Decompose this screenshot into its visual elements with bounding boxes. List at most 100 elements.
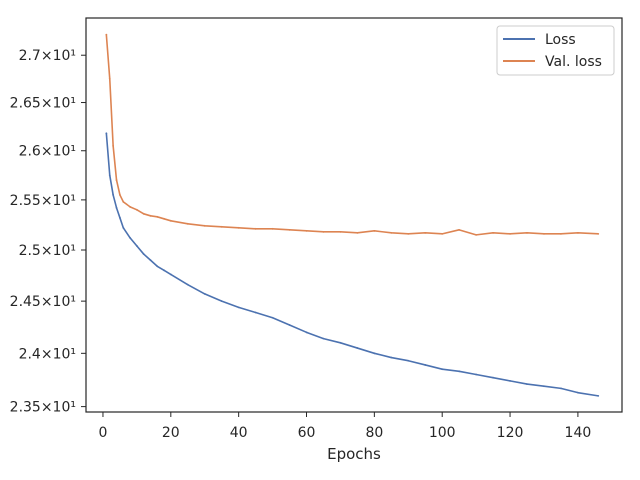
data-point-val-loss (373, 229, 376, 232)
data-point-loss (424, 364, 427, 366)
data-point-val-loss (424, 231, 427, 234)
plot-area (86, 18, 622, 412)
data-point-loss (122, 226, 125, 229)
data-point-loss (254, 311, 257, 314)
data-point-val-loss (142, 212, 145, 215)
y-tick-label: 2.4×10¹ (19, 346, 76, 362)
data-point-loss (509, 379, 511, 382)
data-point-loss (492, 376, 494, 379)
data-point-loss (356, 347, 359, 349)
data-point-loss (305, 331, 308, 334)
data-point-loss (135, 245, 138, 247)
data-point-val-loss (149, 214, 152, 217)
data-point-loss (108, 174, 111, 177)
y-tick-label: 2.55×10¹ (10, 193, 76, 209)
data-point-val-loss (122, 200, 125, 203)
axes-background (86, 18, 622, 412)
x-tick-label: 140 (565, 425, 592, 441)
data-point-loss (458, 370, 461, 373)
data-point-val-loss (108, 77, 111, 80)
data-point-val-loss (163, 217, 165, 220)
data-point-val-loss (322, 230, 325, 233)
x-axis-ticks: 0 20 40 60 80 100 120 140 (99, 412, 592, 441)
data-point-loss (129, 236, 132, 239)
y-tick-label: 2.35×10¹ (10, 400, 76, 416)
data-point-loss (105, 132, 108, 135)
data-point-loss (339, 341, 342, 344)
data-point-loss (597, 394, 600, 397)
data-point-val-loss (156, 215, 159, 218)
x-tick-label: 80 (365, 425, 383, 441)
series-line-loss (105, 133, 599, 397)
data-point-val-loss (112, 144, 115, 147)
axes-layer (85, 17, 623, 413)
data-point-loss (149, 259, 152, 262)
data-point-loss (156, 265, 159, 268)
series-layer (105, 33, 600, 397)
data-point-val-loss (509, 232, 511, 235)
data-point-val-loss (237, 226, 240, 229)
data-point-val-loss (305, 229, 308, 232)
data-point-val-loss (203, 224, 206, 227)
data-point-loss (526, 383, 528, 385)
data-point-loss (288, 324, 291, 326)
data-point-loss (271, 316, 274, 319)
data-point-val-loss (407, 232, 410, 235)
data-point-val-loss (475, 233, 478, 236)
data-point-val-loss (169, 219, 172, 222)
y-tick-label: 2.7×10¹ (19, 48, 76, 64)
y-axis-ticks: 2.35×10¹ 2.4×10¹ 2.45×10¹ 2.5×10¹ 2.55×10¹ 2.… (10, 48, 86, 416)
data-point-loss (373, 352, 376, 355)
data-point-loss (220, 300, 223, 303)
x-tick-label: 20 (162, 425, 180, 441)
data-point-val-loss (390, 231, 393, 234)
data-point-loss (475, 373, 478, 376)
legend-label-loss: Loss (545, 32, 576, 48)
y-tick-label: 2.65×10¹ (10, 96, 76, 112)
data-point-loss (163, 269, 165, 272)
x-axis-label: Epochs (327, 445, 381, 463)
data-point-val-loss (492, 231, 494, 234)
data-point-val-loss (119, 194, 121, 196)
data-point-val-loss (339, 230, 342, 233)
data-point-val-loss (441, 232, 444, 235)
x-tick-label: 60 (298, 425, 316, 441)
data-point-val-loss (577, 231, 579, 234)
data-point-loss (577, 391, 579, 394)
data-point-loss (390, 356, 393, 359)
y-tick-label: 2.5×10¹ (19, 243, 76, 259)
data-point-val-loss (356, 231, 359, 234)
data-point-val-loss (271, 227, 274, 230)
legend: Loss Val. loss (496, 25, 615, 76)
data-point-loss (115, 206, 118, 209)
data-point-loss (119, 216, 121, 219)
data-point-val-loss (543, 232, 545, 235)
axes-frame (85, 17, 623, 413)
data-point-loss (142, 253, 145, 255)
data-point-val-loss (560, 232, 562, 235)
series-line-val-loss (105, 34, 599, 236)
data-point-loss (543, 385, 545, 388)
data-point-val-loss (129, 205, 132, 208)
data-point-val-loss (135, 208, 138, 211)
y-tick-label: 2.6×10¹ (19, 144, 76, 160)
data-point-val-loss (220, 225, 223, 228)
data-point-loss (237, 306, 240, 309)
x-tick-label: 120 (497, 425, 524, 441)
data-point-loss (560, 387, 562, 390)
data-point-val-loss (115, 179, 118, 182)
data-point-val-loss (526, 231, 528, 234)
data-point-val-loss (105, 33, 108, 36)
data-point-loss (441, 368, 444, 371)
x-tick-label: 0 (99, 425, 108, 441)
x-tick-label: 100 (429, 425, 456, 441)
data-point-loss (407, 359, 410, 362)
data-point-loss (186, 283, 189, 286)
data-point-loss (203, 293, 206, 295)
y-tick-label: 2.45×10¹ (10, 294, 76, 310)
data-point-val-loss (254, 227, 257, 230)
legend-label-val-loss: Val. loss (545, 54, 602, 70)
data-point-loss (112, 194, 115, 196)
data-point-val-loss (458, 228, 461, 231)
